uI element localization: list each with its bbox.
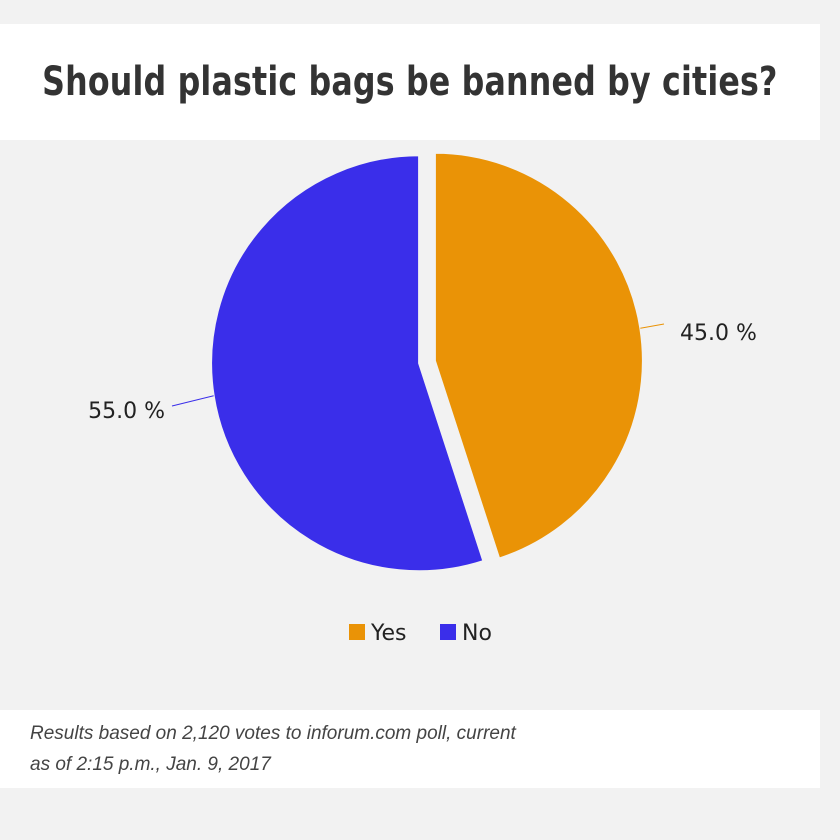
- legend-label-no: No: [462, 621, 492, 646]
- leader-line-yes: [640, 323, 665, 329]
- footnote-panel: Results based on 2,120 votes to inforum.…: [0, 710, 820, 788]
- footnote-line-1: Results based on 2,120 votes to inforum.…: [30, 723, 516, 744]
- slice-label-yes: 45.0 %: [680, 321, 757, 346]
- title-panel: Should plastic bags be banned by cities?: [0, 24, 820, 140]
- footnote-line-2: as of 2:15 p.m., Jan. 9, 2017: [30, 754, 271, 775]
- chart-legend: Yes No: [349, 621, 492, 646]
- legend-label-yes: Yes: [370, 621, 407, 646]
- legend-swatch-no: [440, 624, 456, 640]
- slice-label-no: 55.0 %: [88, 399, 165, 424]
- pie-slices: [210, 151, 644, 573]
- footnote: Results based on 2,120 votes to inforum.…: [30, 718, 650, 780]
- pie-slice-yes: [433, 151, 644, 560]
- pie-chart: 45.0 % 55.0 % Yes No: [88, 151, 757, 646]
- chart-title: Should plastic bags be banned by cities?: [42, 59, 778, 105]
- legend-swatch-yes: [349, 624, 365, 640]
- slice-labels: 45.0 % 55.0 %: [88, 321, 757, 424]
- leader-line-no: [171, 395, 214, 407]
- pie-slice-no: [210, 154, 485, 573]
